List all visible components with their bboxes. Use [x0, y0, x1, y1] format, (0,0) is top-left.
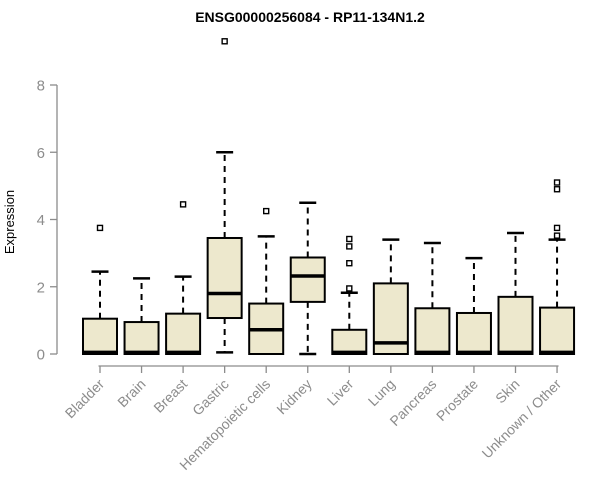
iqr-box — [331, 328, 368, 356]
outlier-point — [179, 201, 187, 208]
box-lung — [372, 238, 409, 356]
y-tick-label: 4 — [37, 212, 45, 229]
box-kidney — [289, 201, 326, 356]
x-tick-label: Liver — [324, 376, 357, 409]
y-axis: 0 2 4 6 8 — [37, 78, 58, 364]
iqr-box — [82, 317, 118, 356]
y-tick-label: 6 — [37, 145, 45, 162]
outlier-point — [346, 285, 353, 292]
iqr-box — [206, 236, 243, 320]
iqr-box — [165, 312, 202, 355]
outlier-point — [221, 38, 228, 45]
plot-area: 0 2 4 6 8 Bladder Brain BreastGastricHematopoie… — [37, 38, 576, 473]
box-prostate — [455, 256, 492, 356]
y-axis-label: Expression — [2, 190, 17, 254]
box-pancreas — [414, 241, 451, 355]
x-tick-label: Bladder — [62, 376, 108, 422]
iqr-box — [414, 307, 451, 355]
outlier-point — [553, 179, 561, 186]
y-tick-label: 2 — [37, 279, 45, 296]
box-brain — [123, 277, 160, 355]
outlier-point — [346, 243, 353, 250]
x-tick-label: Lung — [365, 376, 398, 409]
y-tick-label: 8 — [37, 78, 45, 95]
iqr-box — [289, 256, 326, 303]
box-breast — [165, 201, 202, 355]
box-gastric — [206, 38, 243, 354]
outlier-point — [346, 260, 353, 267]
box-liver — [331, 235, 368, 356]
x-tick-label: Brain — [114, 376, 148, 410]
iqr-box — [497, 295, 534, 355]
x-tick-label: Unknown / Other — [479, 376, 565, 462]
x-tick-label: Prostate — [433, 376, 481, 424]
outlier-point — [553, 224, 561, 232]
chart-title: ENSG00000256084 - RP11-134N1.2 — [195, 9, 425, 25]
outlier-point — [553, 232, 561, 239]
box-hematopoietic-cells — [248, 207, 285, 355]
box-skin — [497, 231, 534, 355]
x-tick-label: Kidney — [273, 376, 315, 418]
outlier-point — [96, 224, 104, 232]
iqr-box — [455, 311, 492, 356]
box-bladder — [82, 224, 118, 356]
outlier-point — [263, 207, 270, 215]
outlier-point — [346, 235, 353, 243]
y-tick-label: 0 — [37, 347, 45, 364]
box-unknown-other — [539, 179, 576, 356]
outlier-point — [553, 186, 561, 193]
x-tick-label: Skin — [492, 376, 523, 407]
iqr-box — [539, 306, 576, 356]
iqr-box — [123, 321, 160, 355]
x-tick-label: Breast — [150, 376, 190, 416]
